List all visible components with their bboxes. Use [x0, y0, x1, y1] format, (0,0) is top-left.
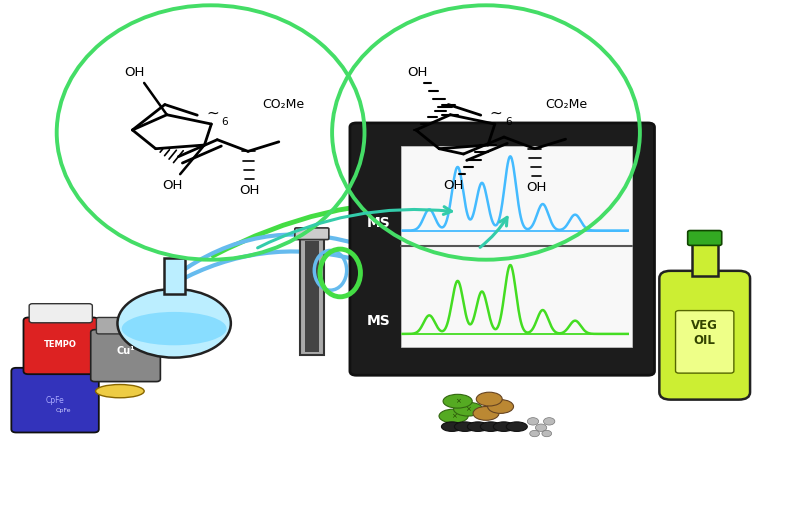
- Ellipse shape: [506, 422, 527, 431]
- Circle shape: [542, 430, 552, 437]
- Text: OH: OH: [407, 66, 428, 79]
- Circle shape: [527, 418, 539, 425]
- FancyBboxPatch shape: [688, 231, 722, 245]
- Text: MS: MS: [367, 314, 391, 328]
- FancyBboxPatch shape: [91, 330, 160, 382]
- FancyBboxPatch shape: [96, 317, 155, 334]
- FancyBboxPatch shape: [692, 244, 718, 276]
- Text: CpFe: CpFe: [55, 408, 71, 413]
- FancyBboxPatch shape: [350, 123, 654, 375]
- Ellipse shape: [493, 422, 514, 431]
- Ellipse shape: [467, 422, 488, 431]
- Text: CO₂Me: CO₂Me: [546, 98, 588, 111]
- Text: OH: OH: [240, 184, 260, 197]
- Ellipse shape: [122, 312, 227, 346]
- Ellipse shape: [476, 392, 502, 406]
- Ellipse shape: [473, 407, 499, 420]
- Text: OH: OH: [162, 179, 182, 192]
- Text: ×: ×: [465, 406, 471, 412]
- Ellipse shape: [454, 422, 475, 431]
- Text: ×: ×: [450, 413, 457, 419]
- Text: $\mathsf{\sim}$: $\mathsf{\sim}$: [488, 104, 503, 119]
- FancyBboxPatch shape: [659, 271, 750, 400]
- FancyBboxPatch shape: [29, 304, 92, 323]
- FancyBboxPatch shape: [11, 368, 99, 432]
- FancyBboxPatch shape: [23, 317, 98, 374]
- FancyBboxPatch shape: [305, 241, 319, 352]
- FancyBboxPatch shape: [401, 146, 632, 347]
- Text: 6: 6: [221, 117, 228, 127]
- Text: MS: MS: [367, 216, 391, 229]
- Text: TEMPO: TEMPO: [45, 340, 77, 349]
- Ellipse shape: [454, 402, 483, 416]
- Ellipse shape: [488, 400, 514, 413]
- Text: OH: OH: [526, 181, 547, 195]
- FancyBboxPatch shape: [164, 258, 185, 294]
- FancyBboxPatch shape: [676, 311, 734, 373]
- Circle shape: [530, 430, 539, 437]
- Text: OH: OH: [124, 66, 145, 79]
- Text: Cu¹: Cu¹: [117, 346, 134, 356]
- Circle shape: [535, 424, 547, 431]
- Text: CO₂Me: CO₂Me: [262, 98, 305, 111]
- Text: VEG
OIL: VEG OIL: [691, 319, 718, 347]
- Ellipse shape: [96, 385, 144, 398]
- Text: OH: OH: [444, 179, 464, 192]
- Text: $\mathsf{\sim}$: $\mathsf{\sim}$: [204, 104, 220, 119]
- Circle shape: [544, 418, 555, 425]
- Ellipse shape: [441, 422, 463, 431]
- Text: CpFe: CpFe: [45, 396, 65, 404]
- Ellipse shape: [480, 422, 501, 431]
- Ellipse shape: [439, 409, 468, 423]
- Ellipse shape: [332, 5, 640, 260]
- Text: ×: ×: [454, 398, 461, 404]
- Ellipse shape: [117, 289, 231, 358]
- Ellipse shape: [443, 394, 472, 408]
- Ellipse shape: [57, 5, 364, 260]
- FancyBboxPatch shape: [300, 238, 324, 355]
- FancyBboxPatch shape: [295, 228, 329, 240]
- Text: 6: 6: [505, 117, 512, 127]
